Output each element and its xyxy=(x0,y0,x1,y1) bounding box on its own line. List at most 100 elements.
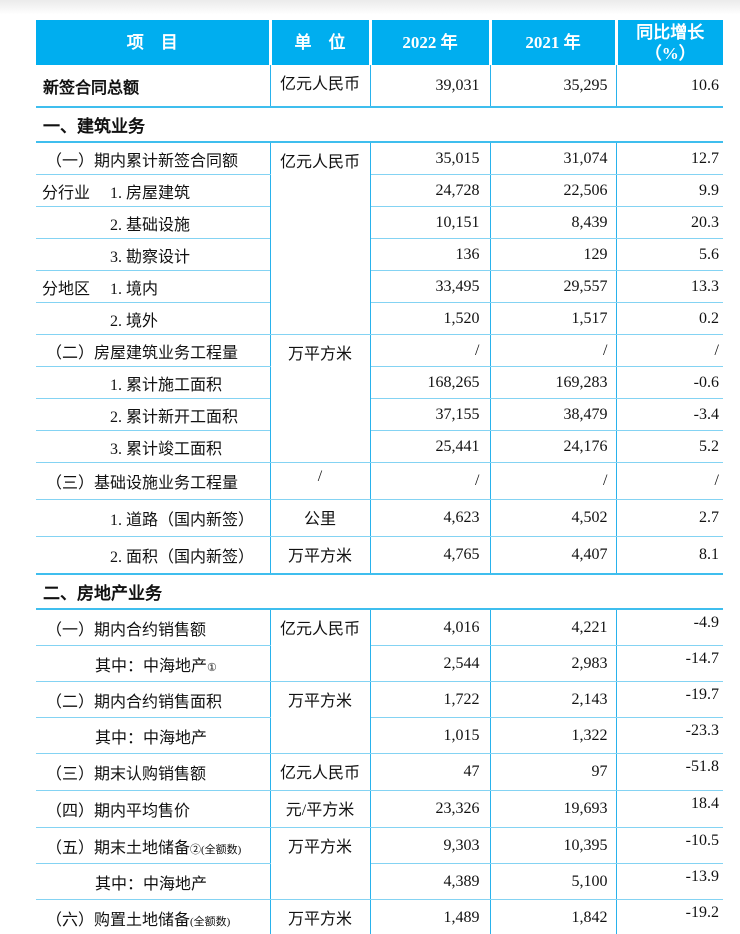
table-header: 项 目 单 位 2022 年 2021 年 同比增长 （%） xyxy=(36,20,723,65)
yoy-value-cell: / xyxy=(615,462,723,500)
table-row: 分地区 1. 境内 33,495 29,557 13.3 xyxy=(36,270,723,303)
value-2022-cell: 10,151 xyxy=(369,206,490,239)
unit-cell: 亿元人民币 xyxy=(269,65,371,108)
item-label: 2. 基础设施 xyxy=(110,216,191,234)
item-label: （二）房屋建筑业务工程量 xyxy=(46,344,239,362)
value-2021-cell: 1,322 xyxy=(489,717,616,754)
unit-cell: 万平方米 xyxy=(269,536,371,575)
yoy-value-cell: -19.7 xyxy=(615,681,723,718)
table-row: 其中：中海地产 4,389 5,100 -13.9 xyxy=(36,863,723,900)
col-header-yoy: 同比增长 （%） xyxy=(614,20,723,65)
unit-cell: 万平方米 xyxy=(269,334,371,463)
section-title: 一、建筑业务 xyxy=(36,107,723,143)
value-2021-cell: 29,557 xyxy=(489,270,616,303)
unit-cell: / xyxy=(269,462,371,500)
value-2021-cell: 1,842 xyxy=(489,899,616,934)
yoy-value-cell: 5.6 xyxy=(615,238,723,271)
item-cell: （五）期末土地储备②(全额数) xyxy=(36,827,270,864)
col-header-2021: 2021 年 xyxy=(488,20,616,65)
table-row: （三）基础设施业务工程量 / / / / xyxy=(36,462,723,500)
yoy-value-cell: -13.9 xyxy=(615,863,723,900)
operations-summary-table: 项 目 单 位 2022 年 2021 年 同比增长 （%） 新签合同总额亿元人… xyxy=(36,20,723,934)
yoy-value-cell: -4.9 xyxy=(615,609,723,646)
value-2021-cell: 5,100 xyxy=(489,863,616,900)
yoy-value-cell: 8.1 xyxy=(615,536,723,575)
yoy-value-cell: 5.2 xyxy=(615,430,723,463)
yoy-value-cell: 12.7 xyxy=(615,142,723,175)
item-cell: （二）期内合约销售面积 xyxy=(36,681,270,718)
value-2022-cell: 1,722 xyxy=(369,681,490,718)
value-2021-cell: 2,983 xyxy=(489,645,616,682)
col-header-unit: 单 位 xyxy=(268,20,370,65)
value-2021-cell: 22,506 xyxy=(489,174,616,207)
table-row: （一）期内累计新签合同额 亿元人民币 35,015 31,074 12.7 xyxy=(36,142,723,335)
yoy-value-cell: -23.3 xyxy=(615,717,723,754)
section-title: 二、房地产业务 xyxy=(36,574,723,610)
item-label-small: (全额数) xyxy=(201,843,242,856)
yoy-value-cell: -19.2 xyxy=(615,899,723,934)
unit-cell: 亿元人民币 xyxy=(269,142,371,335)
col-header-yoy-line2: （%） xyxy=(644,43,696,63)
table-row: 其中：中海地产① 2,544 2,983 -14.7 xyxy=(36,645,723,682)
item-cell: 1. 累计施工面积 xyxy=(36,366,270,399)
value-2021-cell: 169,283 xyxy=(489,366,616,399)
item-cell: 2. 境外 xyxy=(36,302,270,335)
item-label: （六）购置土地储备 xyxy=(46,911,191,929)
yoy-value-cell: 10.6 xyxy=(615,65,723,108)
value-2022-cell: 25,441 xyxy=(369,430,490,463)
item-cell: （三）期末认购销售额 xyxy=(36,753,270,791)
table-row: （五）期末土地储备②(全额数) 万平方米 9,303 10,395 -10.5 xyxy=(36,827,723,900)
footnote-marker: ② xyxy=(190,843,202,856)
value-2022-cell: 39,031 xyxy=(369,65,490,108)
item-cell: 分行业 1. 房屋建筑 xyxy=(36,174,270,207)
item-cell: 2. 累计新开工面积 xyxy=(36,398,270,431)
yoy-value-cell: -3.4 xyxy=(615,398,723,431)
item-cell: （六）购置土地储备(全额数) xyxy=(36,899,270,934)
table-row: 新签合同总额 亿元人民币 39,031 35,295 10.6 xyxy=(36,65,723,108)
table-row: 2. 境外 1,520 1,517 0.2 xyxy=(36,302,723,335)
item-cell: 3. 累计竣工面积 xyxy=(36,430,270,463)
value-2021-cell: 4,407 xyxy=(489,536,616,575)
value-2021-cell: 4,502 xyxy=(489,499,616,537)
value-2022-cell: 1,489 xyxy=(369,899,490,934)
col-header-2022: 2022 年 xyxy=(368,20,490,65)
item-cell: （三）基础设施业务工程量 xyxy=(36,462,270,500)
page-top-shading xyxy=(0,0,740,14)
table-row: 1. 累计施工面积 168,265 169,283 -0.6 xyxy=(36,366,723,399)
table-row: （六）购置土地储备(全额数) 万平方米 1,489 1,842 -19.2 xyxy=(36,899,723,934)
item-cell: 1. 道路（国内新签） xyxy=(36,499,270,537)
item-cell: 2. 基础设施 xyxy=(36,206,270,239)
yoy-value-cell: / xyxy=(615,334,723,367)
unit-cell: 万平方米 xyxy=(269,899,371,934)
item-label: 其中：中海地产 xyxy=(95,657,208,675)
value-2022-cell: 47 xyxy=(369,753,490,791)
item-label: 其中：中海地产 xyxy=(95,875,208,893)
item-label: 2. 累计新开工面积 xyxy=(110,408,239,426)
unit-cell: 公里 xyxy=(269,499,371,537)
yoy-value-cell: -10.5 xyxy=(615,827,723,864)
item-label: 1. 道路（国内新签） xyxy=(110,512,255,529)
item-label: 1. 累计施工面积 xyxy=(110,376,223,394)
yoy-value-cell: 9.9 xyxy=(615,174,723,207)
item-label: 新签合同总额 xyxy=(43,79,140,97)
table-row: （二）房屋建筑业务工程量 万平方米 / / / xyxy=(36,334,723,463)
item-label: 2. 境外 xyxy=(110,312,159,330)
value-2022-cell: / xyxy=(369,334,490,367)
value-2022-cell: 4,016 xyxy=(369,609,490,646)
value-2022-cell: 33,495 xyxy=(369,270,490,303)
value-2021-cell: 97 xyxy=(489,753,616,791)
table-row: （一）期内合约销售额 亿元人民币 4,016 4,221 -4.9 xyxy=(36,609,723,682)
section-row: 二、房地产业务 xyxy=(36,574,723,610)
item-label: （四）期内平均售价 xyxy=(46,803,191,820)
value-2021-cell: 31,074 xyxy=(489,142,616,175)
category-label: 分地区 xyxy=(42,280,91,298)
table-row: 3. 勘察设计 136 129 5.6 xyxy=(36,238,723,271)
item-cell: 其中：中海地产 xyxy=(36,863,270,900)
item-label: 1. 境内 xyxy=(110,280,159,298)
yoy-value-cell: -0.6 xyxy=(615,366,723,399)
item-label: （二）期内合约销售面积 xyxy=(46,693,223,711)
table-row: 1. 道路（国内新签） 公里 4,623 4,502 2.7 xyxy=(36,499,723,537)
unit-cell: 万平方米 xyxy=(269,827,371,900)
item-cell: 3. 勘察设计 xyxy=(36,238,270,271)
